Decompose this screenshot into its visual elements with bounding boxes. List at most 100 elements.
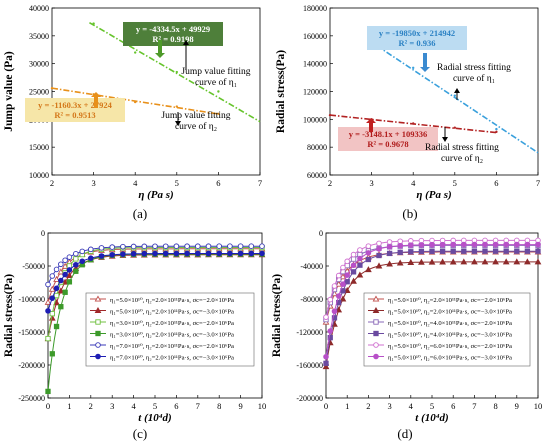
circle-marker: [88, 255, 94, 261]
x-axis-label: η (Pa s): [416, 189, 451, 201]
circle-marker: [152, 243, 158, 250]
circle-marker: [141, 250, 148, 257]
circle-marker: [376, 240, 382, 247]
fit-curve-label: curve of η₁: [453, 73, 495, 84]
circle-marker: [248, 250, 255, 257]
series-6: [323, 241, 541, 360]
circle-marker: [323, 353, 329, 360]
circle-marker: [461, 241, 467, 248]
x-tick-label: 8: [217, 401, 221, 411]
triangle-marker: [372, 295, 380, 302]
circle-marker: [195, 243, 201, 249]
equation-box: [123, 22, 223, 46]
y-tick-label: 80000: [307, 143, 327, 152]
square-marker: [492, 248, 499, 254]
x-tick-label: 2: [89, 401, 93, 411]
y-tick-label: -120000: [296, 328, 323, 337]
y-tick-label: 10000: [29, 171, 49, 180]
x-tick-label: 6: [216, 178, 220, 188]
circle-marker: [237, 243, 244, 249]
x-tick-label: 3: [387, 401, 391, 411]
y-tick-label: 25000: [29, 88, 49, 97]
x-tick-label: 3: [91, 178, 95, 188]
fit-curve-label: Radial stress fitting: [425, 142, 499, 153]
legend-entry: η₁=7.0×10¹⁰, η₂=2.0×10¹¹Pa·s, σc=−3.0×10…: [110, 355, 234, 362]
square-marker: [49, 310, 55, 317]
square-marker: [373, 330, 379, 337]
y-tick-label: 180000: [303, 4, 327, 13]
circle-marker: [331, 283, 338, 289]
circle-marker: [162, 250, 169, 257]
circle-marker: [327, 328, 334, 334]
arrow-head: [155, 53, 165, 58]
y-tick-label: 0: [319, 229, 323, 238]
legend-entry: η₁=5.0×10¹⁰, η₂=2.0×10¹¹Pa·s, σc=−3.0×10…: [110, 309, 234, 316]
data-point: [412, 66, 415, 70]
x-tick-label: 3: [369, 178, 373, 188]
triangle-marker: [396, 259, 404, 266]
circle-marker: [195, 250, 201, 257]
triangle-marker: [386, 260, 393, 267]
x-tick-label: 0: [324, 401, 328, 411]
circle-marker: [62, 271, 68, 278]
equation-text: y = -3148.1x + 109336: [349, 129, 427, 139]
circle-marker: [535, 241, 541, 248]
triangle-marker: [322, 363, 330, 370]
circle-marker: [335, 293, 342, 299]
x-tick-label: 10: [534, 401, 543, 411]
y-tick-label: -200000: [18, 361, 45, 370]
y-tick-label: 60000: [307, 171, 327, 180]
square-marker: [73, 268, 79, 274]
triangle-marker: [407, 258, 415, 265]
triangle-marker: [439, 258, 446, 265]
data-point: [328, 113, 332, 117]
circle-marker: [344, 258, 350, 265]
y-axis-label: Radial stress(Pa): [275, 50, 287, 133]
square-marker: [418, 248, 425, 255]
triangle-marker: [375, 262, 383, 269]
fit-curve-label: curve of η₂: [441, 153, 483, 164]
triangle-marker: [335, 280, 343, 287]
square-marker: [95, 330, 101, 337]
circle-marker: [344, 272, 350, 278]
panel-label: (a): [133, 206, 147, 221]
chart-panel-a: 2345671000015000200002500030000350004000…: [3, 4, 262, 221]
legend-entry: η₁=3.0×10¹⁰, η₂=2.0×10¹¹Pa·s, σc=−2.0×10…: [110, 320, 234, 327]
x-tick-label: 7: [472, 401, 476, 411]
arrow-head: [91, 92, 101, 97]
circle-marker: [205, 250, 212, 257]
x-tick-label: 2: [366, 401, 370, 411]
circle-marker: [49, 295, 56, 301]
y-tick-label: 160000: [303, 32, 327, 41]
data-point: [495, 127, 498, 131]
square-marker: [58, 304, 64, 310]
triangle-marker: [492, 258, 499, 265]
triangle-marker: [61, 278, 69, 285]
data-point: [92, 22, 95, 25]
circle-marker: [514, 241, 520, 248]
equation-text: y = -1160.3x + 27924: [38, 100, 112, 110]
equation-text: R² = 0.9513: [54, 110, 95, 120]
x-tick-label: 6: [174, 401, 178, 411]
circle-marker: [503, 241, 509, 248]
equation-text: R² = 0.9678: [367, 139, 408, 149]
arrow-head: [366, 118, 376, 123]
square-marker: [429, 248, 435, 254]
square-marker: [524, 248, 531, 254]
square-marker: [95, 319, 101, 325]
circle-marker: [237, 250, 244, 257]
triangle-marker: [66, 271, 73, 278]
circle-marker: [216, 250, 222, 257]
legend-entry: η₁=5.0×10¹⁰, η₂=6.0×10¹¹Pa·s, σc=−2.0×10…: [388, 343, 512, 350]
x-tick-label: 4: [133, 178, 138, 188]
x-tick-label: 4: [411, 178, 416, 188]
square-marker: [376, 252, 382, 259]
circle-marker: [335, 272, 342, 279]
y-tick-label: -40000: [300, 262, 323, 271]
triangle-marker: [57, 268, 65, 275]
square-marker: [344, 279, 350, 285]
square-marker: [450, 248, 456, 254]
x-axis-label: η (Pa s): [138, 189, 173, 201]
circle-marker: [120, 243, 126, 250]
